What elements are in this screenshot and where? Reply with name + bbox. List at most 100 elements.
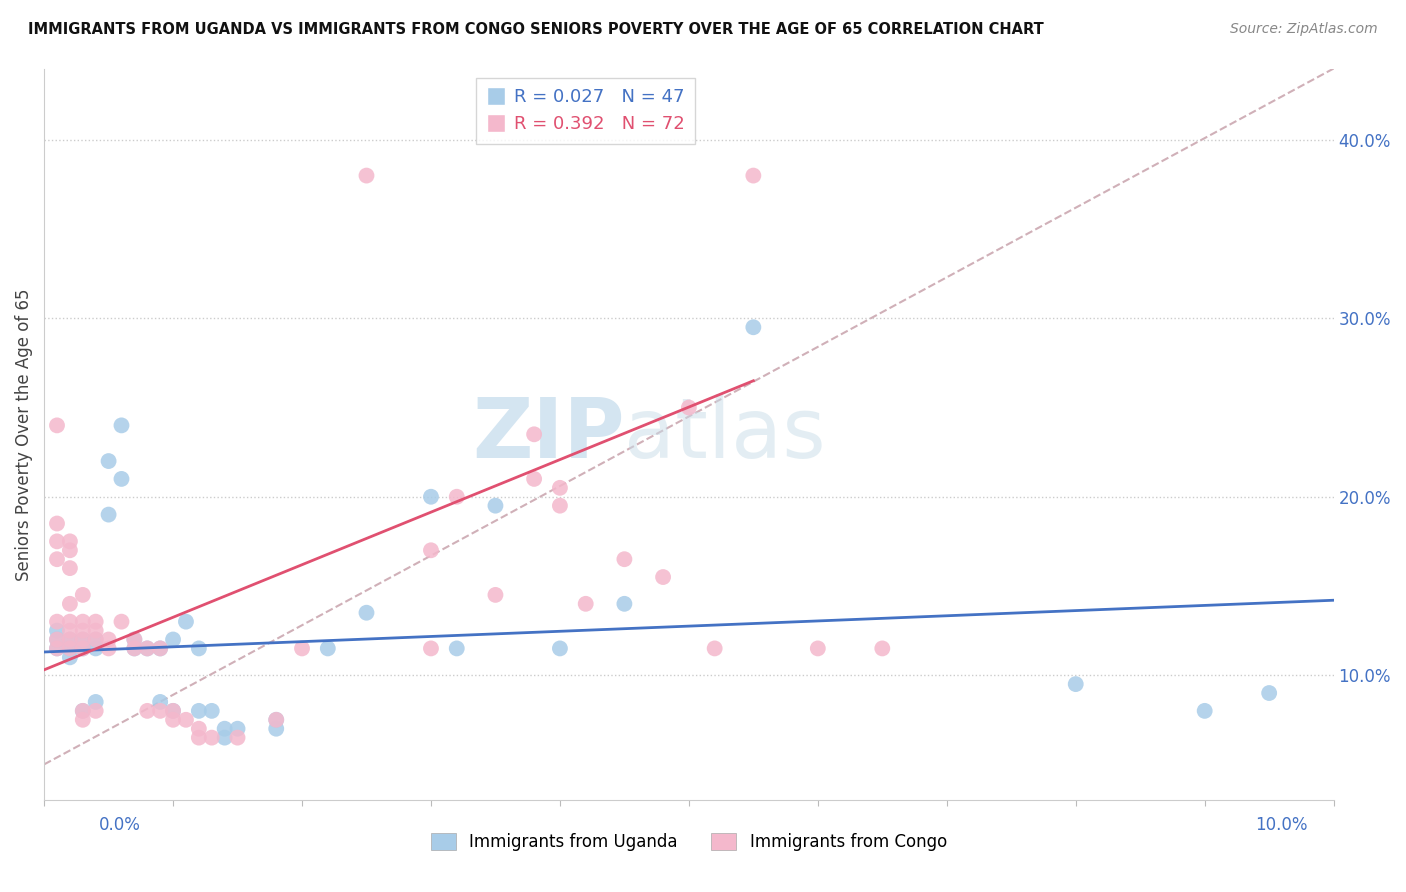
- Point: [149, 641, 172, 656]
- Point: [356, 606, 378, 620]
- Point: [187, 641, 209, 656]
- Text: ZIP: ZIP: [472, 393, 624, 475]
- Point: [264, 722, 287, 736]
- Point: [110, 472, 132, 486]
- Point: [59, 615, 82, 629]
- Text: IMMIGRANTS FROM UGANDA VS IMMIGRANTS FROM CONGO SENIORS POVERTY OVER THE AGE OF : IMMIGRANTS FROM UGANDA VS IMMIGRANTS FRO…: [28, 22, 1043, 37]
- Point: [678, 401, 700, 415]
- Point: [97, 454, 120, 468]
- Point: [124, 641, 146, 656]
- Point: [136, 641, 159, 656]
- Point: [523, 427, 546, 442]
- Point: [136, 641, 159, 656]
- Point: [187, 731, 209, 745]
- Point: [72, 704, 94, 718]
- Point: [187, 704, 209, 718]
- Point: [356, 169, 378, 183]
- Point: [46, 624, 69, 638]
- Point: [46, 615, 69, 629]
- Point: [1064, 677, 1087, 691]
- Legend: R = 0.027   N = 47, R = 0.392   N = 72: R = 0.027 N = 47, R = 0.392 N = 72: [477, 78, 696, 145]
- Point: [214, 722, 236, 736]
- Point: [264, 713, 287, 727]
- Text: 10.0%: 10.0%: [1256, 816, 1308, 834]
- Point: [72, 632, 94, 647]
- Point: [1258, 686, 1281, 700]
- Point: [72, 641, 94, 656]
- Point: [523, 472, 546, 486]
- Point: [72, 713, 94, 727]
- Point: [84, 624, 107, 638]
- Point: [174, 713, 197, 727]
- Point: [149, 641, 172, 656]
- Point: [1194, 704, 1216, 718]
- Point: [72, 641, 94, 656]
- Point: [59, 561, 82, 575]
- Point: [446, 490, 468, 504]
- Point: [46, 632, 69, 647]
- Point: [59, 624, 82, 638]
- Point: [84, 632, 107, 647]
- Point: [187, 722, 209, 736]
- Point: [72, 632, 94, 647]
- Point: [59, 543, 82, 558]
- Point: [46, 552, 69, 566]
- Point: [136, 704, 159, 718]
- Point: [59, 641, 82, 656]
- Point: [97, 632, 120, 647]
- Point: [46, 632, 69, 647]
- Point: [174, 615, 197, 629]
- Point: [872, 641, 894, 656]
- Point: [742, 169, 765, 183]
- Text: Source: ZipAtlas.com: Source: ZipAtlas.com: [1230, 22, 1378, 37]
- Text: atlas: atlas: [624, 393, 827, 475]
- Point: [548, 499, 571, 513]
- Point: [46, 516, 69, 531]
- Point: [59, 632, 82, 647]
- Point: [84, 641, 107, 656]
- Point: [162, 704, 184, 718]
- Point: [316, 641, 339, 656]
- Point: [613, 552, 636, 566]
- Point: [72, 704, 94, 718]
- Point: [420, 641, 443, 656]
- Point: [613, 597, 636, 611]
- Point: [703, 641, 725, 656]
- Point: [59, 632, 82, 647]
- Point: [652, 570, 675, 584]
- Point: [124, 632, 146, 647]
- Point: [162, 704, 184, 718]
- Point: [162, 632, 184, 647]
- Point: [575, 597, 598, 611]
- Point: [484, 499, 506, 513]
- Point: [124, 641, 146, 656]
- Point: [72, 588, 94, 602]
- Point: [162, 713, 184, 727]
- Point: [201, 704, 224, 718]
- Point: [214, 731, 236, 745]
- Point: [84, 615, 107, 629]
- Point: [484, 588, 506, 602]
- Point: [59, 534, 82, 549]
- Point: [110, 418, 132, 433]
- Point: [742, 320, 765, 334]
- Point: [110, 615, 132, 629]
- Point: [46, 641, 69, 656]
- Point: [149, 695, 172, 709]
- Point: [420, 543, 443, 558]
- Point: [149, 704, 172, 718]
- Point: [226, 731, 249, 745]
- Point: [59, 641, 82, 656]
- Point: [72, 615, 94, 629]
- Point: [46, 534, 69, 549]
- Point: [291, 641, 314, 656]
- Point: [446, 641, 468, 656]
- Point: [84, 632, 107, 647]
- Point: [46, 418, 69, 433]
- Point: [84, 695, 107, 709]
- Point: [72, 624, 94, 638]
- Point: [548, 481, 571, 495]
- Y-axis label: Seniors Poverty Over the Age of 65: Seniors Poverty Over the Age of 65: [15, 288, 32, 581]
- Point: [97, 508, 120, 522]
- Point: [59, 597, 82, 611]
